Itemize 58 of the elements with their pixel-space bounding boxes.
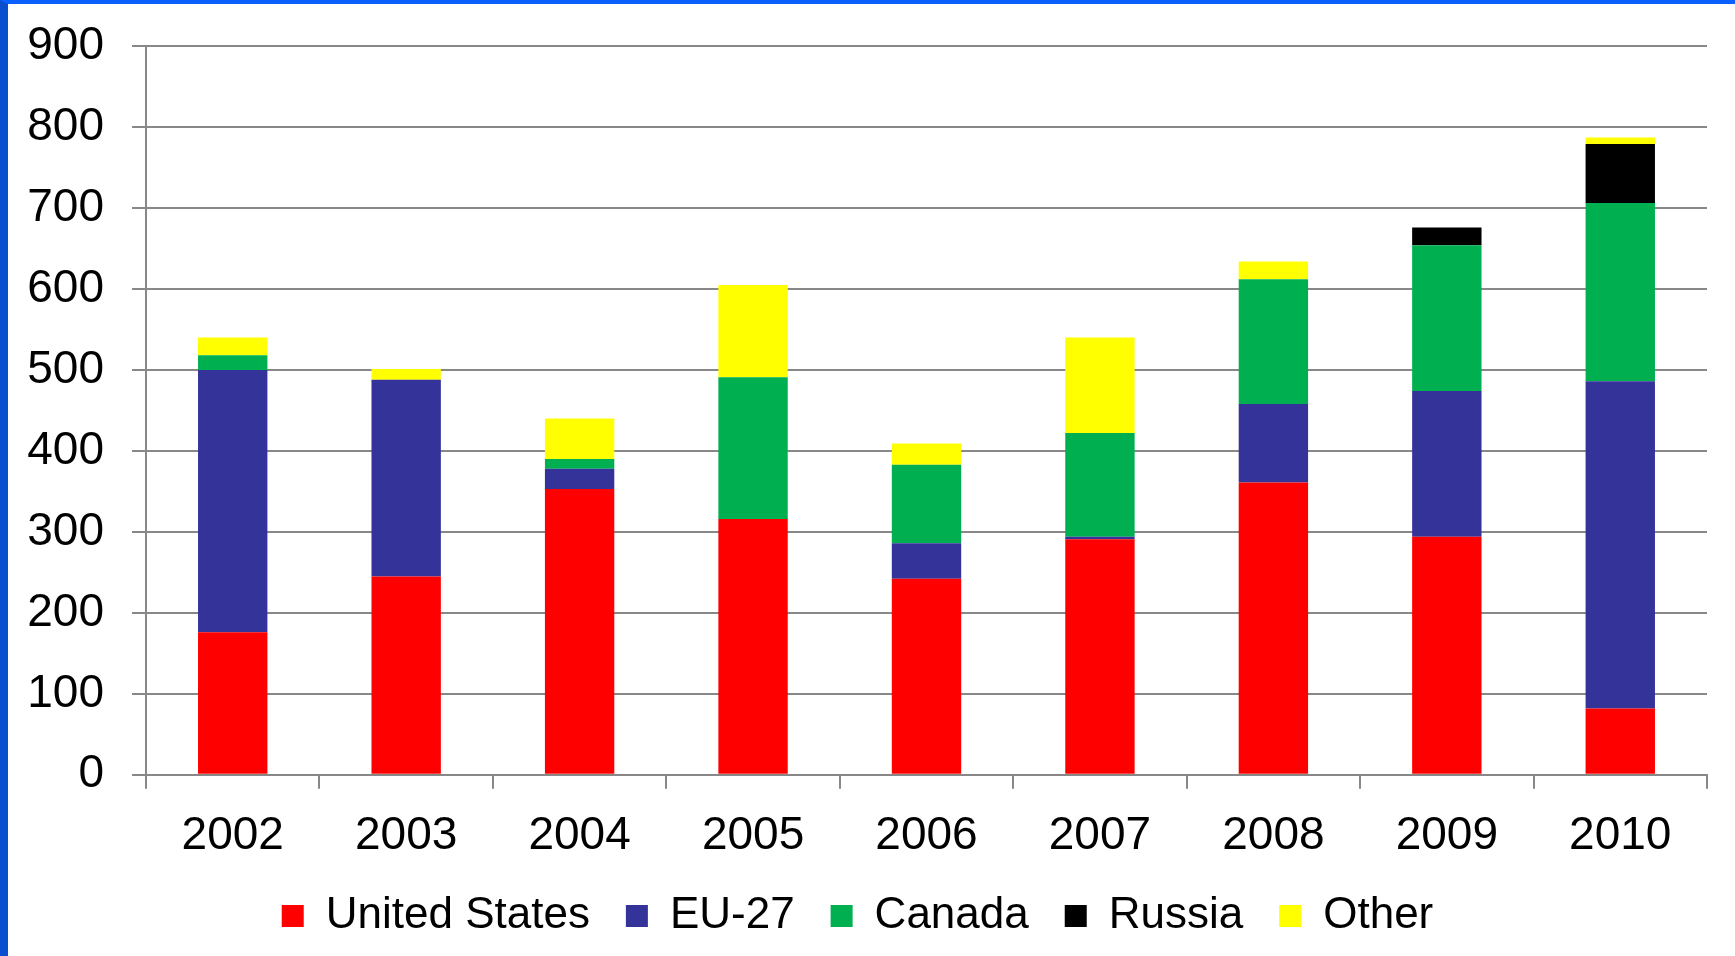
bar xyxy=(198,337,268,356)
bar xyxy=(371,576,441,774)
y-tick-label: 100 xyxy=(27,664,104,717)
y-tick-label: 400 xyxy=(27,421,104,474)
bar xyxy=(1238,279,1309,404)
bar xyxy=(544,458,615,469)
x-tick-label: 2005 xyxy=(701,807,805,860)
y-tick-label: 700 xyxy=(27,178,104,231)
y-tick-label: 800 xyxy=(27,97,104,150)
bar xyxy=(544,488,615,774)
bar xyxy=(891,543,962,579)
bar xyxy=(891,464,962,544)
y-tick-label: 200 xyxy=(27,583,104,636)
legend-label: Other xyxy=(1323,888,1434,938)
bar xyxy=(1585,708,1655,774)
bar xyxy=(1065,539,1135,774)
legend-label: Canada xyxy=(874,888,1030,938)
bar xyxy=(718,284,788,378)
bar xyxy=(1585,381,1655,709)
x-tick-label: 2003 xyxy=(354,807,458,860)
y-tick-label: 500 xyxy=(27,340,104,393)
bar xyxy=(1585,203,1655,382)
x-tick-label: 2009 xyxy=(1395,807,1499,860)
x-tick-label: 2004 xyxy=(528,807,631,860)
bar xyxy=(198,632,268,774)
x-tick-label: 2010 xyxy=(1569,807,1672,860)
bar xyxy=(1065,337,1135,434)
y-tick-label: 0 xyxy=(78,745,104,798)
legend-label: United States xyxy=(325,888,590,938)
legend-label: EU-27 xyxy=(669,888,795,938)
x-tick-label: 2007 xyxy=(1048,807,1152,860)
bar xyxy=(544,468,615,489)
x-tick-label: 2008 xyxy=(1222,807,1325,860)
y-tick-label: 600 xyxy=(27,259,104,312)
bar xyxy=(1585,143,1655,204)
bar xyxy=(371,369,441,380)
y-tick-label: 300 xyxy=(27,502,104,555)
y-tick-label: 900 xyxy=(27,16,104,69)
legend-label: Russia xyxy=(1108,888,1244,938)
bar xyxy=(1412,227,1482,246)
x-tick-label: 2002 xyxy=(181,807,284,860)
bar xyxy=(1238,482,1309,774)
bar xyxy=(1238,403,1309,483)
bar xyxy=(1412,390,1482,537)
bar xyxy=(718,518,788,774)
bar xyxy=(1585,137,1655,144)
bar xyxy=(718,377,788,519)
bar xyxy=(198,369,268,633)
bar xyxy=(1238,261,1309,280)
bar xyxy=(544,418,615,459)
bar xyxy=(1412,245,1482,391)
bar xyxy=(371,379,441,577)
x-tick-label: 2006 xyxy=(875,807,978,860)
bar xyxy=(891,578,962,774)
bar xyxy=(1412,536,1482,774)
bar xyxy=(1065,433,1135,537)
bar xyxy=(891,443,962,465)
bar xyxy=(198,355,268,370)
